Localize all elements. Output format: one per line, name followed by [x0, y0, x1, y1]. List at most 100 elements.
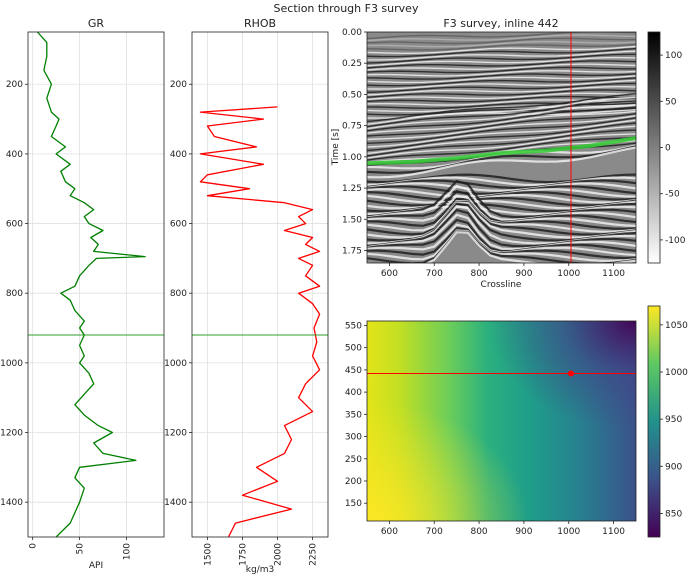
reflector-line [367, 145, 636, 174]
map-shading-low [367, 321, 636, 521]
reflector-line [367, 179, 636, 190]
seismic-colorbar [647, 31, 661, 264]
y-tick-label: 300 [345, 433, 362, 443]
colorbar-tick-label: 950 [665, 415, 682, 425]
x-tick-label: 900 [515, 269, 532, 279]
y-tick-label: 450 [345, 366, 362, 376]
reflector-line [367, 117, 636, 144]
reflector-line [367, 77, 636, 87]
gr-y-ticks: 200 400 600 800 1000 1200 1400 [0, 80, 28, 508]
y-tick-label: 800 [6, 289, 23, 299]
x-tick-label: 600 [381, 269, 398, 279]
reflector-line [367, 199, 636, 233]
y-tick-label: 1200 [0, 429, 23, 439]
y-tick-label: 200 [345, 477, 362, 487]
x-tick-label: 800 [470, 527, 487, 537]
x-tick-label: 700 [426, 527, 443, 537]
y-tick-label: 1400 [164, 498, 187, 508]
y-tick-label: 1.50 [342, 215, 362, 225]
reflector-line [367, 40, 636, 48]
rhob-panel: RHOB 1500 1750 2000 2250 200 400 600 800 1000 12… [164, 17, 329, 575]
colorbar-tick-label: 100 [665, 51, 682, 61]
reflector-line [367, 79, 636, 90]
rhob-y-ticks: 200 400 600 800 1000 1200 1400 [164, 80, 192, 508]
reflector-line [367, 104, 636, 113]
y-tick-label: 0.50 [342, 90, 362, 100]
reflector-line [367, 182, 636, 192]
reflector-line [367, 93, 636, 123]
y-tick-label: 1400 [0, 498, 23, 508]
rhob-log-line [199, 106, 321, 537]
reflector-line [367, 110, 636, 134]
seismic-x-ticks: 600 700 800 900 1000 1100 [381, 263, 625, 279]
y-tick-label: 150 [345, 499, 362, 509]
x-tick-label: 100 [122, 543, 132, 560]
seismic-title: F3 survey, inline 442 [443, 17, 558, 30]
colorbar-tick-label: -100 [665, 236, 686, 246]
colorbar-tick-label: 1000 [665, 368, 688, 378]
map-colorbar-ticks: 1050 1000 950 900 850 [660, 321, 688, 519]
gr-xlabel: API [89, 561, 103, 571]
y-tick-label: 550 [345, 321, 362, 331]
reflector-line [367, 50, 636, 61]
reflector-line [367, 96, 636, 125]
reflector-line [367, 179, 636, 219]
colorbar-tick-label: 1050 [665, 321, 688, 331]
x-tick-label: 600 [381, 527, 398, 537]
reflector-line [367, 108, 636, 119]
reflector-line [367, 75, 636, 84]
map-y-ticks: 150 200 250 300 350 400 450 500 550 [345, 321, 367, 509]
reflector-line [367, 213, 636, 251]
reflector-line [367, 146, 636, 179]
gr-grid [28, 32, 164, 537]
gr-panel: GR 0 50 100 200 400 600 800 1000 1200 1400 API [0, 17, 165, 571]
y-tick-label: 250 [345, 455, 362, 465]
x-tick-label: 1100 [602, 269, 625, 279]
x-tick-label: 1750 [238, 543, 248, 566]
y-tick-label: 600 [170, 220, 187, 230]
x-tick-label: 800 [470, 269, 487, 279]
map-x-ticks: 600 700 800 900 1000 1100 [381, 521, 625, 537]
y-tick-label: 1000 [0, 359, 23, 369]
y-tick-label: 800 [170, 289, 187, 299]
x-tick-label: 900 [515, 527, 532, 537]
rhob-title: RHOB [244, 17, 276, 30]
reflector-line [367, 32, 636, 40]
rhob-x-ticks: 1500 1750 2000 2250 [203, 537, 319, 566]
reflector-line [367, 56, 636, 67]
reflector-line [367, 60, 636, 69]
x-tick-label: 700 [426, 269, 443, 279]
reflector-line [367, 53, 636, 64]
reflector-line [367, 102, 636, 110]
reflector-line [367, 218, 636, 253]
log-curve [199, 106, 321, 537]
reflector-line [367, 125, 636, 155]
map-axes-frame [366, 320, 637, 522]
seismic-axes-frame [366, 31, 637, 264]
x-tick-label: 1000 [557, 527, 580, 537]
seismic-panel: F3 survey, inline 442 600 700 800 900 1000 11… [331, 17, 686, 290]
x-tick-label: 1500 [203, 543, 213, 566]
reflector-line [367, 37, 636, 45]
x-tick-label: 2000 [274, 543, 284, 566]
y-tick-label: 0.00 [342, 28, 362, 38]
x-tick-label: 50 [76, 543, 86, 555]
map-panel: 600 700 800 900 1000 1100 150 200 250 300 350 400 4… [345, 305, 688, 538]
seismic-reflectors [367, 32, 636, 263]
y-tick-label: 0.25 [342, 59, 362, 69]
x-tick-label: 0 [29, 543, 39, 549]
reflector-line [367, 196, 636, 207]
reflector-line [367, 107, 636, 132]
reflector-line [367, 89, 636, 98]
log-curve [36, 32, 146, 537]
seismic-ylabel: Time [s] [331, 129, 341, 167]
reflector-line [367, 122, 636, 152]
colorbar-tick-label: -50 [665, 190, 680, 200]
rhob-axes-frame [191, 31, 329, 538]
reflector-line [367, 133, 636, 159]
reflector-line [367, 86, 636, 96]
reflector-line [367, 92, 636, 101]
y-tick-label: 200 [170, 80, 187, 90]
seismic-horizon [367, 136, 636, 166]
